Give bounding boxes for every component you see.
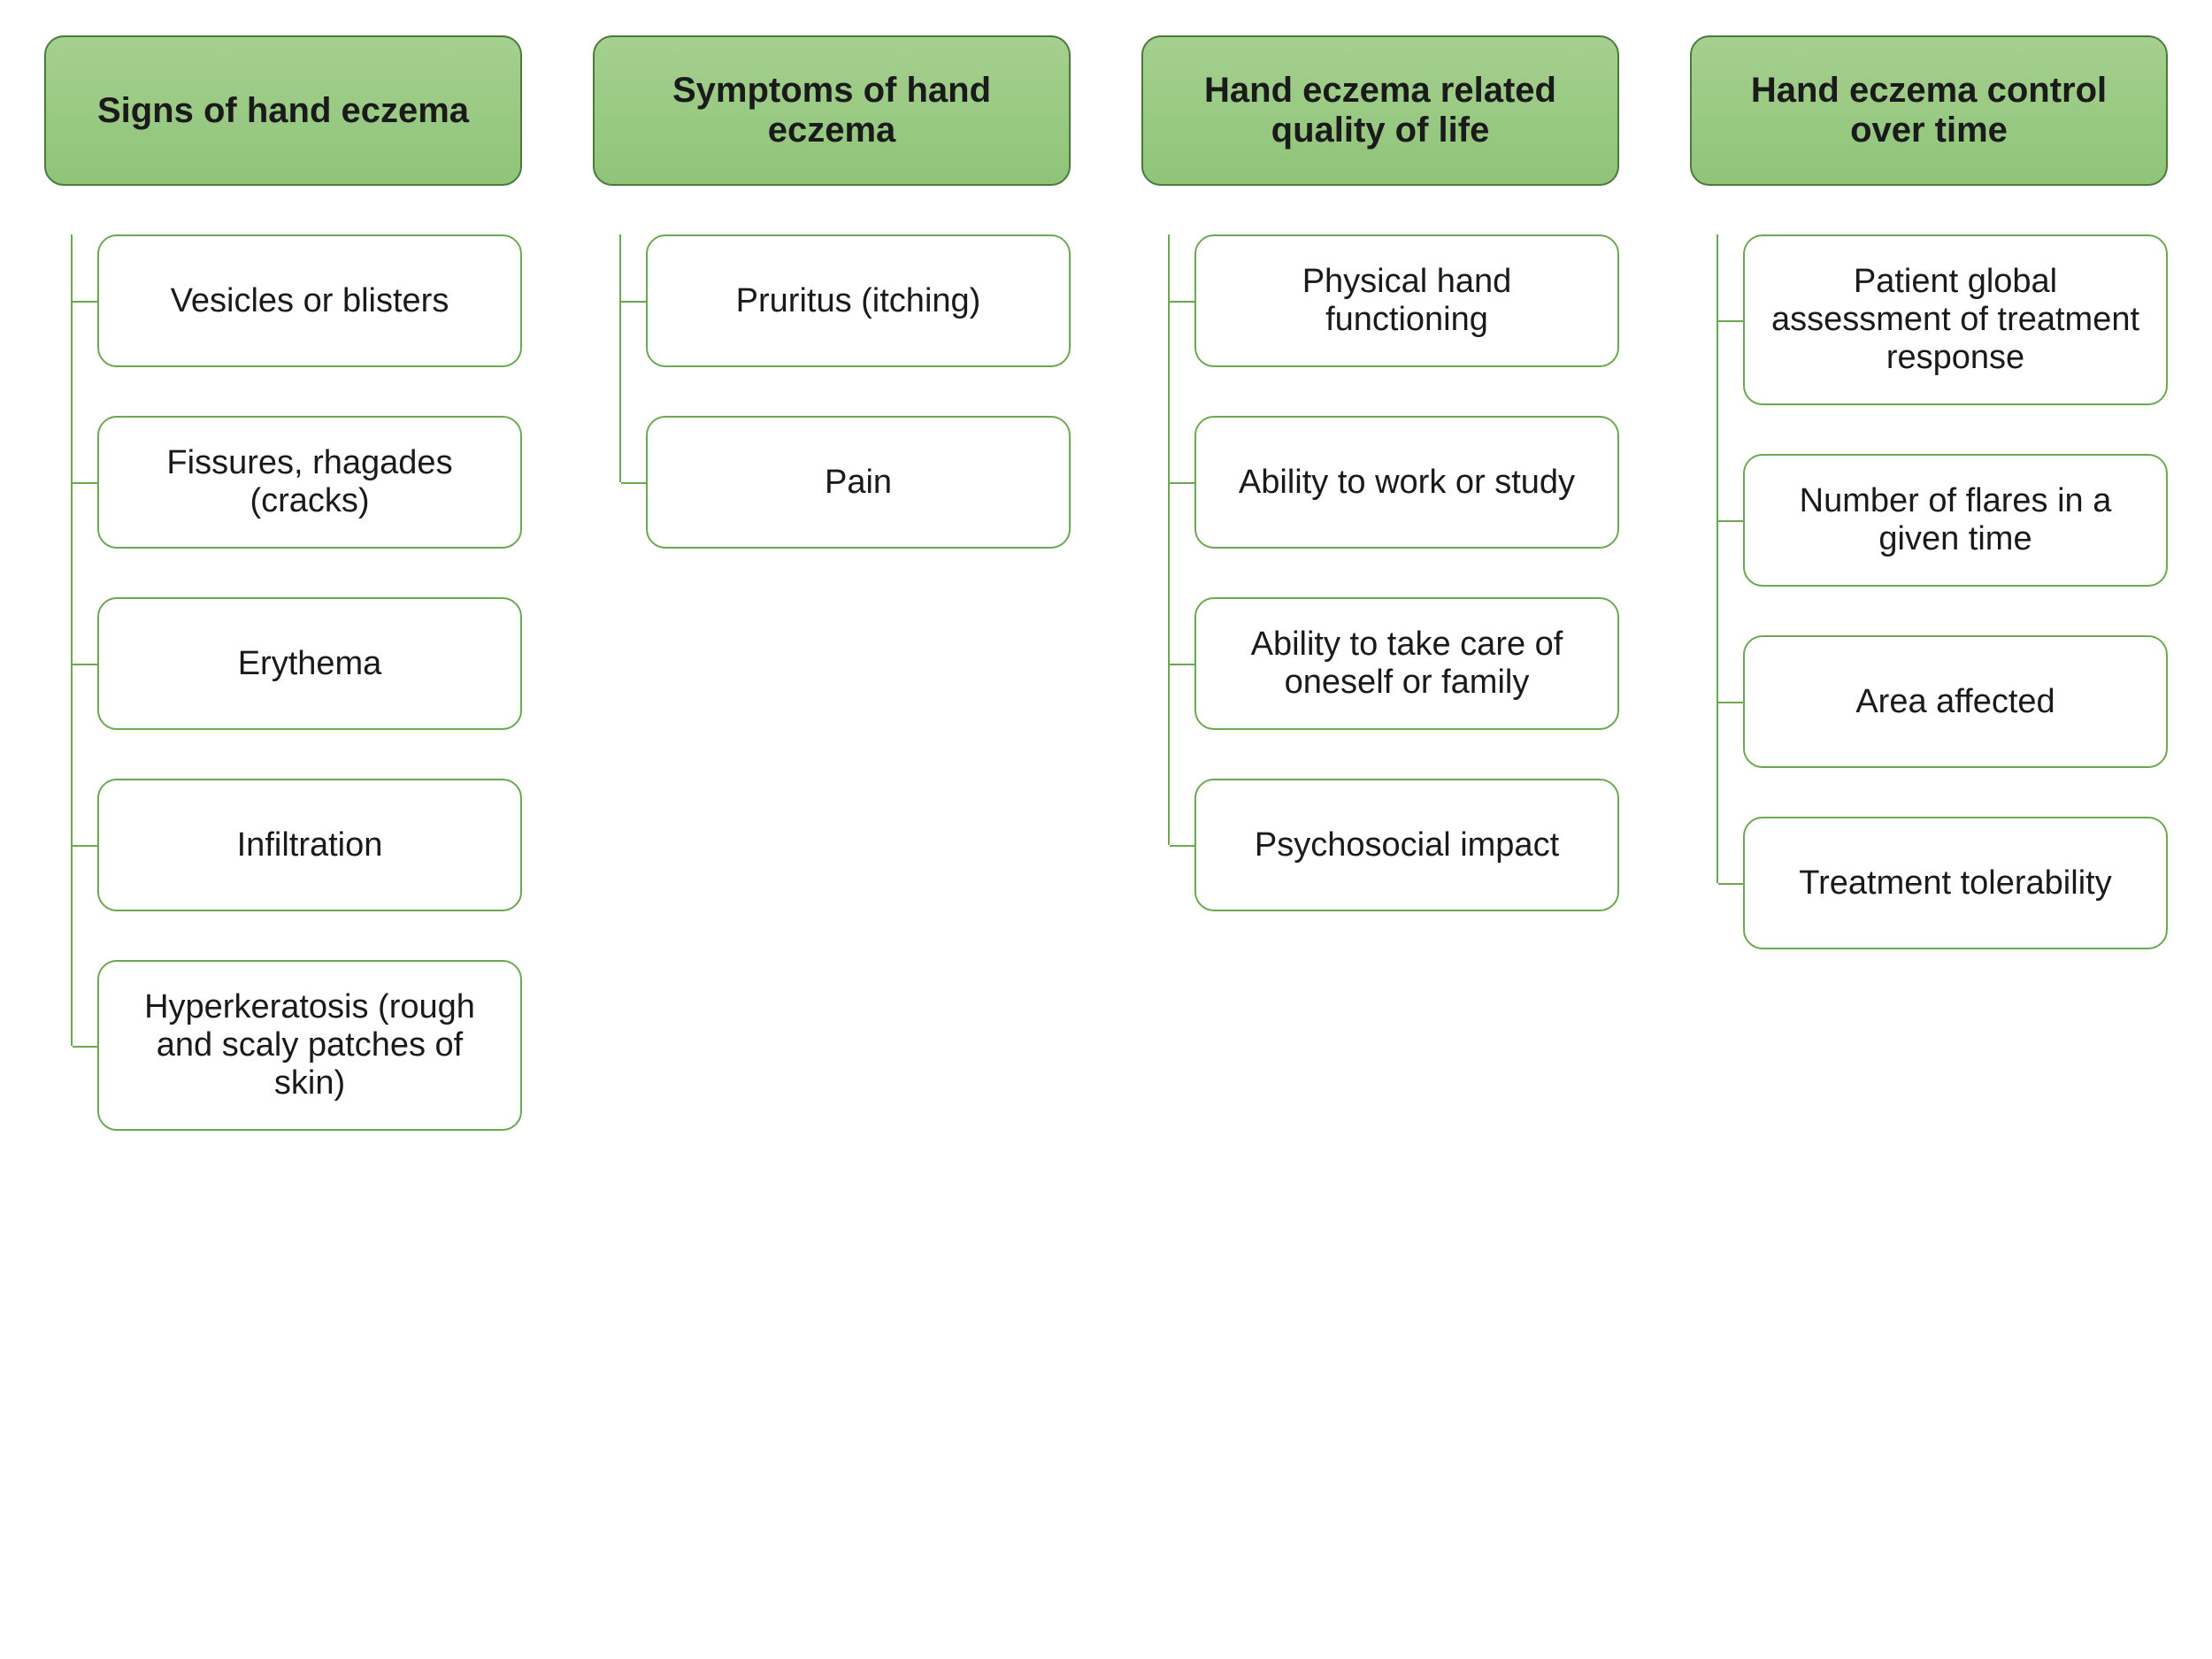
item-box: Psychosocial impact <box>1194 779 1619 911</box>
item-label: Hyperkeratosis (rough and scaly patches … <box>121 988 498 1102</box>
item-box: Ability to work or study <box>1194 416 1619 549</box>
header-label: Signs of hand eczema <box>97 91 469 131</box>
item-label: Erythema <box>238 645 382 683</box>
item-label: Area affected <box>1855 683 2055 721</box>
items-wrap: Vesicles or blisters Fissures, rhagades … <box>44 234 522 1131</box>
item-label: Treatment tolerability <box>1799 864 2111 902</box>
header-box: Hand eczema related quality of life <box>1141 35 1619 186</box>
connector-vertical <box>1717 234 1718 883</box>
item-label: Pruritus (itching) <box>736 282 981 320</box>
item-box: Pruritus (itching) <box>646 234 1071 367</box>
item-label: Number of flares in a given time <box>1767 482 2144 558</box>
connector-vertical <box>71 234 73 1046</box>
item-box: Erythema <box>97 597 522 730</box>
item-label: Patient global assessment of treatment r… <box>1767 263 2144 377</box>
header-label: Symptoms of hand eczema <box>617 71 1047 150</box>
items-wrap: Patient global assessment of treatment r… <box>1690 234 2168 949</box>
column-quality-of-life: Hand eczema related quality of life Phys… <box>1141 35 1619 911</box>
item-label: Psychosocial impact <box>1255 826 1559 864</box>
items-wrap: Physical hand functioning Ability to wor… <box>1141 234 1619 911</box>
header-box: Hand eczema control over time <box>1690 35 2168 186</box>
item-box: Fissures, rhagades (cracks) <box>97 416 522 549</box>
item-box: Infiltration <box>97 779 522 911</box>
column-control-over-time: Hand eczema control over time Patient gl… <box>1690 35 2168 949</box>
item-box: Physical hand functioning <box>1194 234 1619 367</box>
item-box: Patient global assessment of treatment r… <box>1743 234 2168 405</box>
item-label: Infiltration <box>237 826 383 864</box>
item-box: Number of flares in a given time <box>1743 454 2168 587</box>
connector-vertical <box>1168 234 1170 845</box>
connector-vertical <box>619 234 621 482</box>
header-label: Hand eczema control over time <box>1714 71 2144 150</box>
item-label: Vesicles or blisters <box>171 282 449 320</box>
hierarchy-diagram: Signs of hand eczema Vesicles or blister… <box>44 35 2168 1131</box>
item-box: Treatment tolerability <box>1743 817 2168 949</box>
item-box: Pain <box>646 416 1071 549</box>
item-label: Ability to take care of oneself or famil… <box>1218 626 1595 702</box>
item-label: Ability to work or study <box>1239 464 1575 502</box>
item-label: Physical hand functioning <box>1218 263 1595 339</box>
item-label: Pain <box>825 464 892 502</box>
column-signs: Signs of hand eczema Vesicles or blister… <box>44 35 522 1131</box>
item-box: Vesicles or blisters <box>97 234 522 367</box>
header-box: Symptoms of hand eczema <box>593 35 1071 186</box>
item-box: Ability to take care of oneself or famil… <box>1194 597 1619 730</box>
header-label: Hand eczema related quality of life <box>1165 71 1595 150</box>
item-box: Hyperkeratosis (rough and scaly patches … <box>97 960 522 1131</box>
header-box: Signs of hand eczema <box>44 35 522 186</box>
item-box: Area affected <box>1743 635 2168 768</box>
items-wrap: Pruritus (itching) Pain <box>593 234 1071 549</box>
column-symptoms: Symptoms of hand eczema Pruritus (itchin… <box>593 35 1071 549</box>
item-label: Fissures, rhagades (cracks) <box>121 444 498 520</box>
